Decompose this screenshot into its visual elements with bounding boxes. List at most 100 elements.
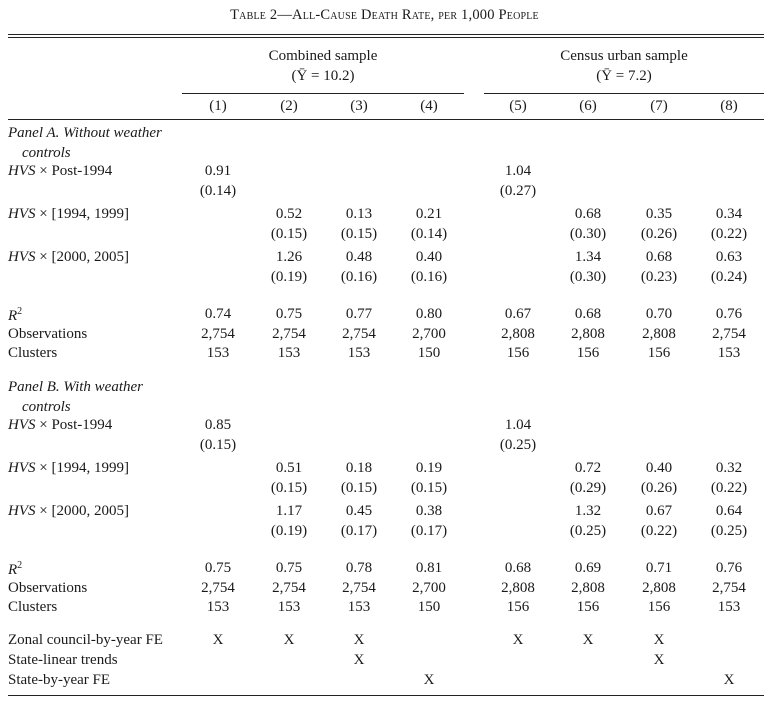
panel-title-line2: controls (22, 399, 71, 415)
row-label-rest: × [2000, 2005] (36, 249, 129, 265)
coef-cell: 1.04 (483, 417, 553, 434)
column-number: (8) (694, 98, 764, 115)
se-cell: (0.22) (624, 523, 694, 540)
row-label-rest: × [2000, 2005] (36, 503, 129, 519)
panel-title-line2: controls (22, 145, 71, 161)
r2-cell: 0.75 (254, 560, 324, 577)
hvs-term: HVS (8, 460, 36, 476)
coef-cell: 0.48 (324, 249, 394, 266)
fe-mark: X (624, 632, 694, 649)
coef-cell: 0.85 (183, 417, 253, 434)
r2-cell: 0.68 (553, 306, 623, 323)
coef-cell: 0.72 (553, 460, 623, 477)
clusters-label: Clusters (8, 345, 57, 362)
clusters-cell: 150 (394, 345, 464, 362)
coef-cell: 0.68 (553, 206, 623, 223)
panel-title-line1: Panel A. Without weather (8, 125, 162, 141)
clusters-cell: 153 (324, 345, 394, 362)
fe-mark: X (624, 652, 694, 669)
coef-cell: 0.67 (624, 503, 694, 520)
se-cell: (0.25) (694, 523, 764, 540)
observations-cell: 2,754 (694, 580, 764, 597)
fe-mark: X (324, 652, 394, 669)
coef-cell: 1.17 (254, 503, 324, 520)
observations-cell: 2,754 (254, 580, 324, 597)
observations-cell: 2,700 (394, 326, 464, 343)
clusters-cell: 153 (183, 345, 253, 362)
se-cell: (0.25) (483, 437, 553, 454)
se-cell: (0.22) (694, 480, 764, 497)
r2-cell: 0.81 (394, 560, 464, 577)
r2-cell: 0.67 (483, 306, 553, 323)
r2-cell: 0.77 (324, 306, 394, 323)
se-cell: (0.16) (394, 269, 464, 286)
coef-cell: 0.64 (694, 503, 764, 520)
observations-label: Observations (8, 580, 87, 597)
coef-cell: 0.68 (624, 249, 694, 266)
se-cell: (0.23) (624, 269, 694, 286)
observations-cell: 2,754 (183, 326, 253, 343)
coef-cell: 0.51 (254, 460, 324, 477)
coef-cell: 0.18 (324, 460, 394, 477)
group-header-combined: Combined sample (182, 48, 464, 65)
coef-cell: 0.13 (324, 206, 394, 223)
se-cell: (0.15) (183, 437, 253, 454)
se-cell: (0.15) (324, 226, 394, 243)
r-symbol: R (8, 562, 17, 578)
coef-cell: 0.21 (394, 206, 464, 223)
se-cell: (0.17) (394, 523, 464, 540)
column-number: (1) (183, 98, 253, 115)
coef-cell: 1.32 (553, 503, 623, 520)
table-title: Table 2—All-Cause Death Rate, per 1,000 … (0, 7, 769, 24)
coef-cell: 1.04 (483, 163, 553, 180)
se-cell: (0.15) (324, 480, 394, 497)
group-mean-census: (Ȳ = 7.2) (484, 68, 764, 85)
top-double-rule-2 (8, 37, 764, 38)
fe-label: State-by-year FE (8, 672, 110, 689)
observations-cell: 2,808 (483, 326, 553, 343)
row-label-rest: × [1994, 1999] (36, 206, 129, 222)
r-symbol: R (8, 308, 17, 324)
group-header-census: Census urban sample (484, 48, 764, 65)
header-bottom-rule (8, 119, 764, 120)
top-double-rule-1 (8, 34, 764, 35)
r2-exponent: 2 (17, 560, 22, 571)
se-cell: (0.15) (254, 226, 324, 243)
r2-cell: 0.74 (183, 306, 253, 323)
clusters-cell: 150 (394, 599, 464, 616)
row-label: HVS × Post-1994 (8, 163, 112, 180)
observations-cell: 2,754 (324, 326, 394, 343)
se-cell: (0.29) (553, 480, 623, 497)
r2-cell: 0.75 (254, 306, 324, 323)
fe-mark: X (483, 632, 553, 649)
observations-cell: 2,808 (624, 580, 694, 597)
se-cell: (0.26) (624, 480, 694, 497)
observations-label: Observations (8, 326, 87, 343)
group-mean-combined: (Ȳ = 10.2) (182, 68, 464, 85)
coef-cell: 0.40 (394, 249, 464, 266)
panel-title: Panel A. Without weather (8, 125, 162, 142)
coef-cell: 0.63 (694, 249, 764, 266)
coef-cell: 0.91 (183, 163, 253, 180)
r2-cell: 0.71 (624, 560, 694, 577)
clusters-cell: 153 (254, 599, 324, 616)
panel-title-cont: controls (22, 145, 71, 162)
column-number: (6) (553, 98, 623, 115)
coef-cell: 0.19 (394, 460, 464, 477)
clusters-cell: 156 (624, 345, 694, 362)
column-number: (7) (624, 98, 694, 115)
se-cell: (0.30) (553, 226, 623, 243)
row-label: HVS × [1994, 1999] (8, 460, 129, 477)
row-label-rest: × Post-1994 (36, 417, 113, 433)
coef-cell: 1.34 (553, 249, 623, 266)
clusters-label: Clusters (8, 599, 57, 616)
coef-cell: 0.35 (624, 206, 694, 223)
coef-cell: 0.52 (254, 206, 324, 223)
hvs-term: HVS (8, 249, 36, 265)
clusters-cell: 153 (694, 599, 764, 616)
r2-cell: 0.78 (324, 560, 394, 577)
row-label: HVS × [2000, 2005] (8, 249, 129, 266)
group-rule-census (484, 93, 764, 94)
observations-cell: 2,754 (254, 326, 324, 343)
observations-cell: 2,700 (394, 580, 464, 597)
